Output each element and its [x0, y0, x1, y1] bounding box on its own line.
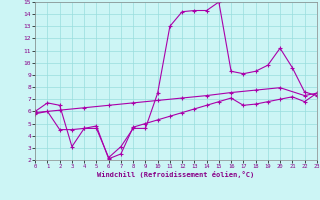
X-axis label: Windchill (Refroidissement éolien,°C): Windchill (Refroidissement éolien,°C)	[97, 171, 255, 178]
